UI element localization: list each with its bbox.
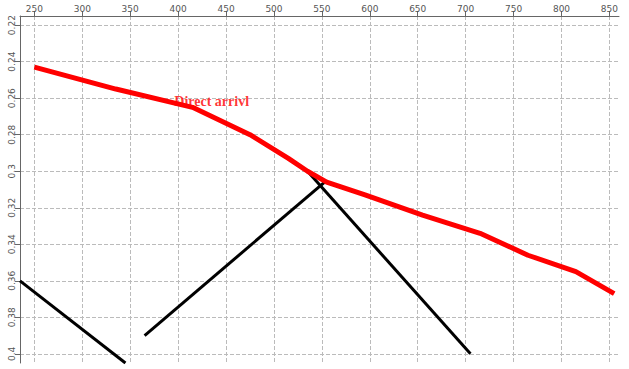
svg-text:250: 250 [26, 4, 43, 14]
svg-text:0.24: 0.24 [7, 51, 17, 71]
svg-text:500: 500 [265, 4, 282, 14]
svg-text:650: 650 [409, 4, 426, 14]
svg-text:0.34: 0.34 [7, 234, 17, 254]
svg-text:550: 550 [313, 4, 330, 14]
svg-text:850: 850 [601, 4, 618, 14]
svg-text:0.22: 0.22 [7, 15, 17, 35]
svg-text:0.38: 0.38 [7, 307, 17, 327]
svg-text:300: 300 [74, 4, 91, 14]
svg-text:0.28: 0.28 [7, 124, 17, 144]
svg-text:0.3: 0.3 [7, 164, 17, 178]
svg-text:0.4: 0.4 [7, 346, 17, 361]
svg-text:400: 400 [170, 4, 187, 14]
svg-text:750: 750 [505, 4, 522, 14]
svg-text:Direct arrivl: Direct arrivl [174, 94, 249, 109]
svg-text:350: 350 [122, 4, 139, 14]
svg-text:450: 450 [217, 4, 234, 14]
svg-text:700: 700 [457, 4, 474, 14]
svg-text:0.26: 0.26 [7, 88, 17, 108]
svg-text:0.32: 0.32 [7, 198, 17, 218]
svg-text:800: 800 [553, 4, 570, 14]
svg-text:600: 600 [361, 4, 378, 14]
svg-text:0.36: 0.36 [7, 271, 17, 291]
